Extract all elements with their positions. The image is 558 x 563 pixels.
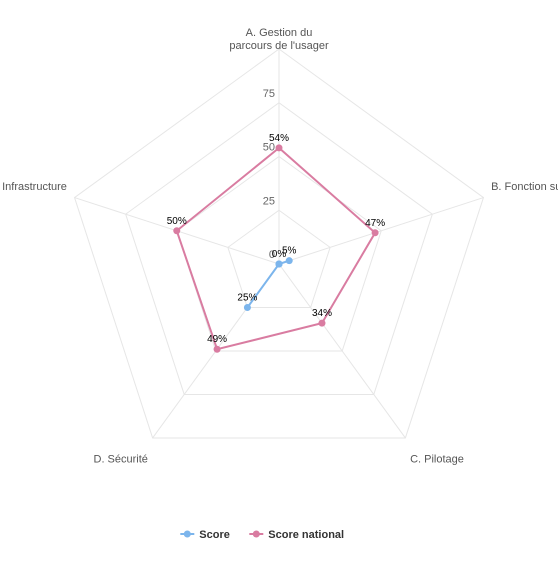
legend: Score Score national: [180, 529, 344, 541]
data-label: 47%: [365, 218, 385, 229]
data-point[interactable]: [275, 144, 283, 152]
data-label: 5%: [282, 246, 297, 257]
data-label: 34%: [312, 308, 332, 319]
radial-tick-label: 50: [263, 142, 275, 154]
axis-label-layer: A. Gestion du parcours de l'usager B. Fonc…: [0, 27, 558, 465]
data-point[interactable]: [243, 303, 251, 311]
data-point[interactable]: [285, 257, 293, 265]
grid-ring: [73, 48, 485, 439]
data-point[interactable]: [275, 260, 283, 268]
data-label: 49%: [207, 334, 227, 345]
data-label: 54%: [269, 133, 289, 144]
category-label: B. Fonction support: [491, 181, 558, 193]
grid-ring: [176, 155, 382, 352]
data-label: 50%: [167, 216, 187, 227]
radial-tick-label: 25: [263, 195, 275, 207]
legend-item[interactable]: Score: [180, 529, 230, 541]
tick-label-layer: 0 25 50 75: [263, 88, 275, 261]
grid-ring: [227, 209, 331, 308]
category-label: A. Gestion du parcours de l'usager: [229, 27, 329, 52]
series-line-1: [175, 146, 377, 351]
grid-spoke: [278, 263, 406, 439]
grid-spoke: [278, 197, 484, 265]
legend-marker-icon: [252, 530, 260, 538]
data-point[interactable]: [318, 319, 326, 327]
grid-ring: [125, 102, 433, 395]
data-point[interactable]: [173, 227, 181, 235]
data-label: 25%: [237, 292, 257, 303]
data-point[interactable]: [371, 229, 379, 237]
grid-layer: [73, 48, 485, 439]
data-label: 0%: [272, 249, 287, 260]
category-label: D. Sécurité: [94, 453, 148, 465]
radial-tick-label: 75: [263, 88, 275, 100]
series-layer: [173, 144, 379, 353]
legend-marker-icon: [183, 530, 191, 538]
data-point[interactable]: [213, 345, 221, 353]
data-label-layer: 0%5% 25% 54% 47% 34% 49% 50%: [167, 133, 385, 345]
legend-label: Score: [199, 529, 230, 541]
radial-tick-label: 0: [269, 249, 275, 261]
category-label: E. Infrastructure: [0, 181, 67, 193]
category-label: C. Pilotage: [410, 453, 464, 465]
legend-item[interactable]: Score national: [249, 529, 344, 541]
legend-label: Score national: [268, 529, 344, 541]
